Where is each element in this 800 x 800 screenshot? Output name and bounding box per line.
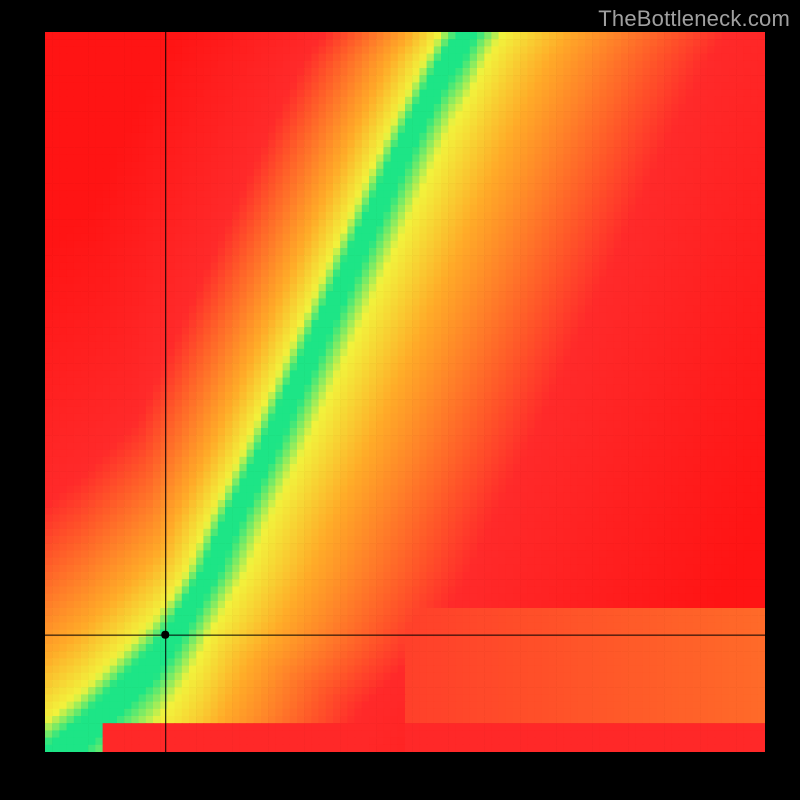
watermark: TheBottleneck.com	[598, 6, 790, 32]
heatmap-canvas	[45, 32, 765, 752]
bottleneck-heatmap	[45, 32, 765, 752]
